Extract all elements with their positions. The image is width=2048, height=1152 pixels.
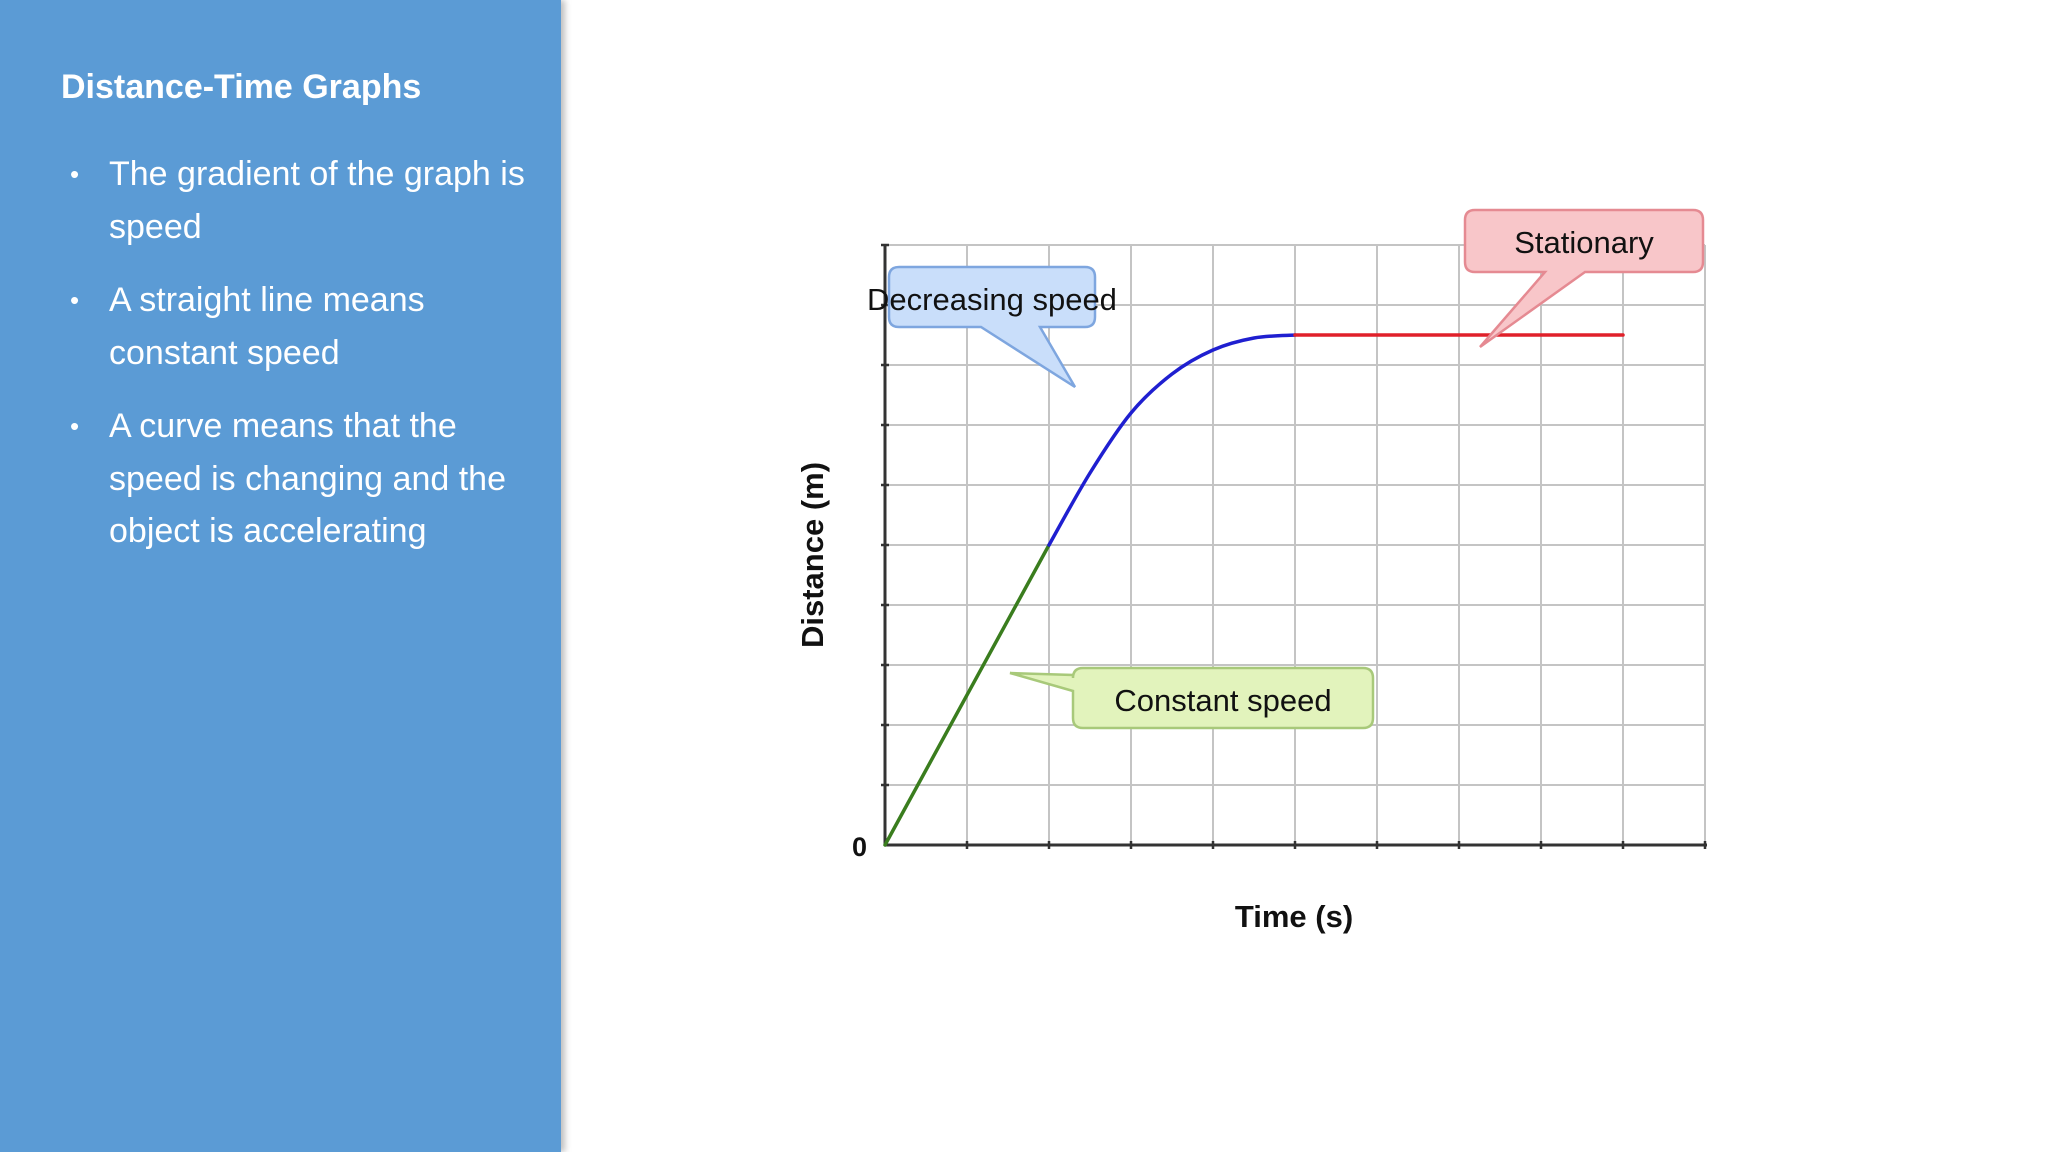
callout-decreasing-speed-label: Decreasing speed <box>867 282 1117 317</box>
callouts: Decreasing speed Stationary Constant spe… <box>867 208 1705 730</box>
series-group <box>883 333 1625 847</box>
y-axis-label: Distance (m) <box>795 462 830 648</box>
callout-stationary: Stationary <box>1463 208 1705 349</box>
callout-constant-speed: Constant speed <box>1009 666 1375 730</box>
series-line-0 <box>883 543 1051 847</box>
callout-decreasing-speed: Decreasing speed <box>867 265 1117 389</box>
callout-stationary-label: Stationary <box>1514 225 1654 260</box>
series-line-1 <box>1047 333 1297 547</box>
callout-constant-speed-label: Constant speed <box>1114 683 1331 718</box>
callout-decreasing-speed-bubble <box>887 265 1097 389</box>
callout-constant-speed-bubble <box>1009 666 1375 730</box>
bullet-item: • A curve means that the speed is changi… <box>61 400 531 558</box>
origin-tick-label: 0 <box>852 832 867 862</box>
bullet-text: A straight line means constant speed <box>109 281 425 372</box>
bullet-dot-icon: • <box>70 411 80 441</box>
x-axis-label: Time (s) <box>1235 899 1353 934</box>
chart-container: Decreasing speed Stationary Constant spe… <box>785 195 1715 945</box>
side-panel: Distance-Time Graphs • The gradient of t… <box>0 0 561 1152</box>
bullet-dot-icon: • <box>70 285 80 315</box>
axes <box>881 243 1707 849</box>
bullet-item: • The gradient of the graph is speed <box>61 148 531 253</box>
callout-stationary-bubble <box>1463 208 1705 349</box>
bullet-list: • The gradient of the graph is speed • A… <box>61 148 531 579</box>
panel-title: Distance-Time Graphs <box>61 68 422 106</box>
bullet-dot-icon: • <box>70 159 80 189</box>
bullet-text: A curve means that the speed is changing… <box>109 407 506 550</box>
bullet-item: • A straight line means constant speed <box>61 274 531 379</box>
bullet-text: The gradient of the graph is speed <box>109 155 525 246</box>
distance-time-chart: Decreasing speed Stationary Constant spe… <box>795 208 1707 934</box>
